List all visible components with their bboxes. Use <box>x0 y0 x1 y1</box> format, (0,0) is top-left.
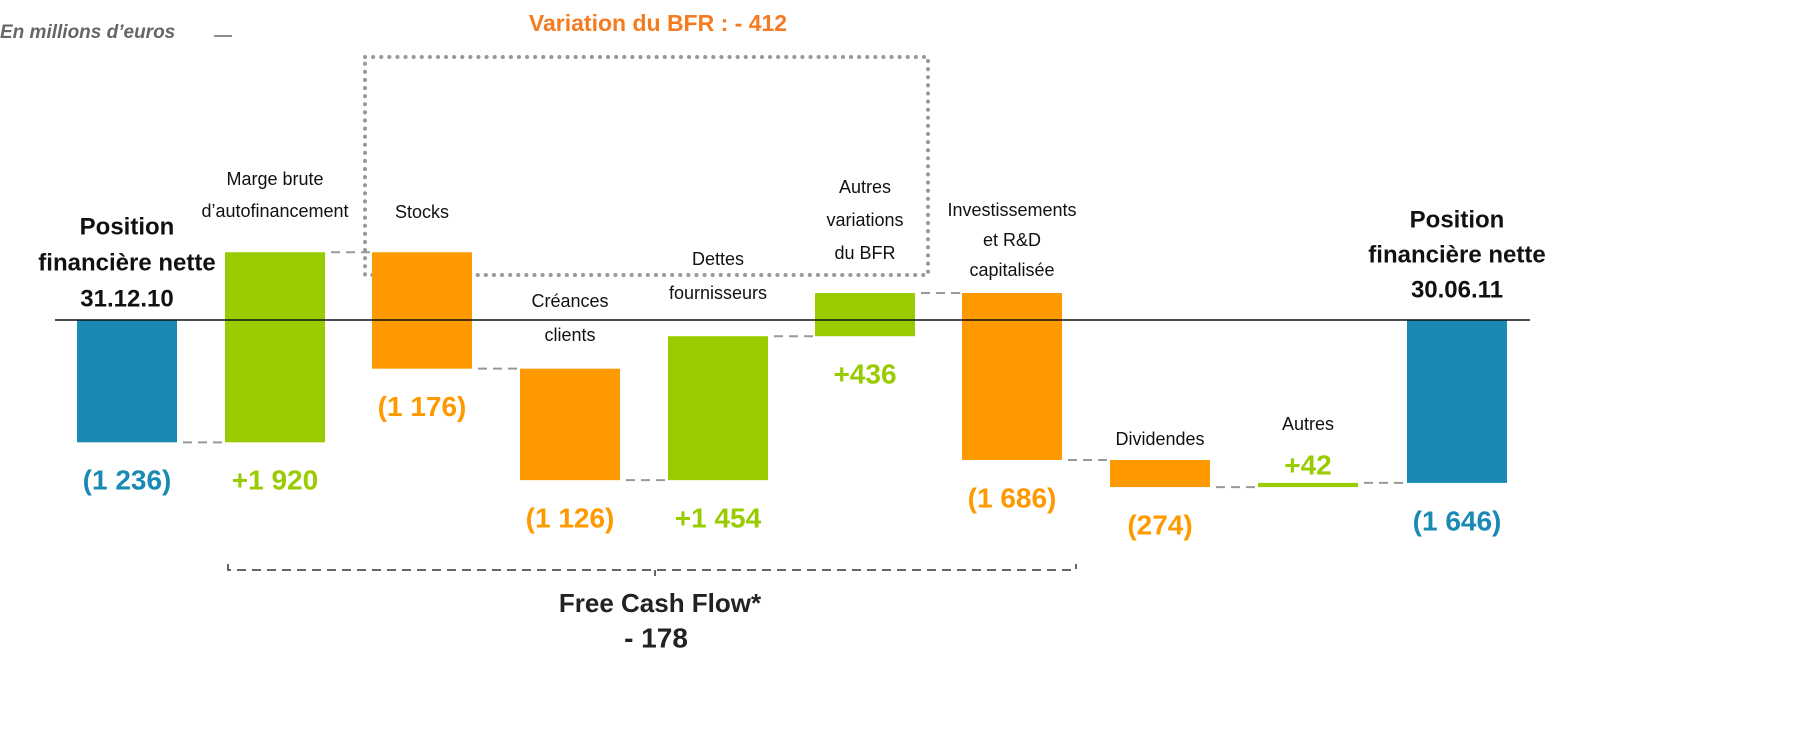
category-label: Autres <box>1282 414 1334 434</box>
bfr-box <box>363 55 930 277</box>
category-label: Position <box>80 213 175 240</box>
category-label: variations <box>826 210 903 230</box>
category-label: capitalisée <box>969 260 1054 280</box>
bar <box>225 252 325 443</box>
category-label: fournisseurs <box>669 283 767 303</box>
category-label: Dettes <box>692 249 744 269</box>
value-label: (1 176) <box>378 391 467 422</box>
fcf-bracket <box>227 564 1077 576</box>
category-label: Investissements <box>947 200 1076 220</box>
category-label: et R&D <box>983 230 1041 250</box>
value-label: +1 454 <box>675 503 762 534</box>
bar <box>668 336 768 481</box>
value-label: (1 686) <box>968 482 1057 513</box>
fcf-label: Free Cash Flow* <box>559 588 762 618</box>
value-label: (1 236) <box>83 465 172 496</box>
category-label: Stocks <box>395 202 449 222</box>
value-label: +42 <box>1284 449 1332 480</box>
bar <box>1110 459 1210 488</box>
category-label: du BFR <box>834 243 895 263</box>
value-label: +1 920 <box>232 465 318 496</box>
subtitle: En millions d’euros <box>0 22 175 43</box>
category-label: 31.12.10 <box>80 285 173 312</box>
category-label: Créances <box>531 291 608 311</box>
fcf-value: - 178 <box>624 622 688 653</box>
category-label: Dividendes <box>1115 429 1204 449</box>
category-label: Position <box>1410 206 1505 233</box>
category-label: Autres <box>839 177 891 197</box>
category-label: 30.06.11 <box>1411 276 1503 303</box>
value-label: (1 646) <box>1413 505 1502 536</box>
bar <box>77 319 177 443</box>
value-label: (274) <box>1127 509 1192 540</box>
value-label: (1 126) <box>526 503 615 534</box>
bar <box>962 293 1062 460</box>
category-label: financière nette <box>1368 241 1545 268</box>
category-label: Marge brute <box>226 169 323 189</box>
category-label: d’autofinancement <box>201 201 348 221</box>
value-label: +436 <box>833 359 896 390</box>
bar <box>520 368 620 481</box>
category-label: financière nette <box>38 249 215 276</box>
bar <box>815 293 915 337</box>
bar <box>1407 319 1507 483</box>
bar <box>1258 482 1358 488</box>
bar <box>372 252 472 369</box>
category-label: clients <box>544 325 595 345</box>
bfr-annotation: Variation du BFR : - 412 <box>529 10 787 36</box>
